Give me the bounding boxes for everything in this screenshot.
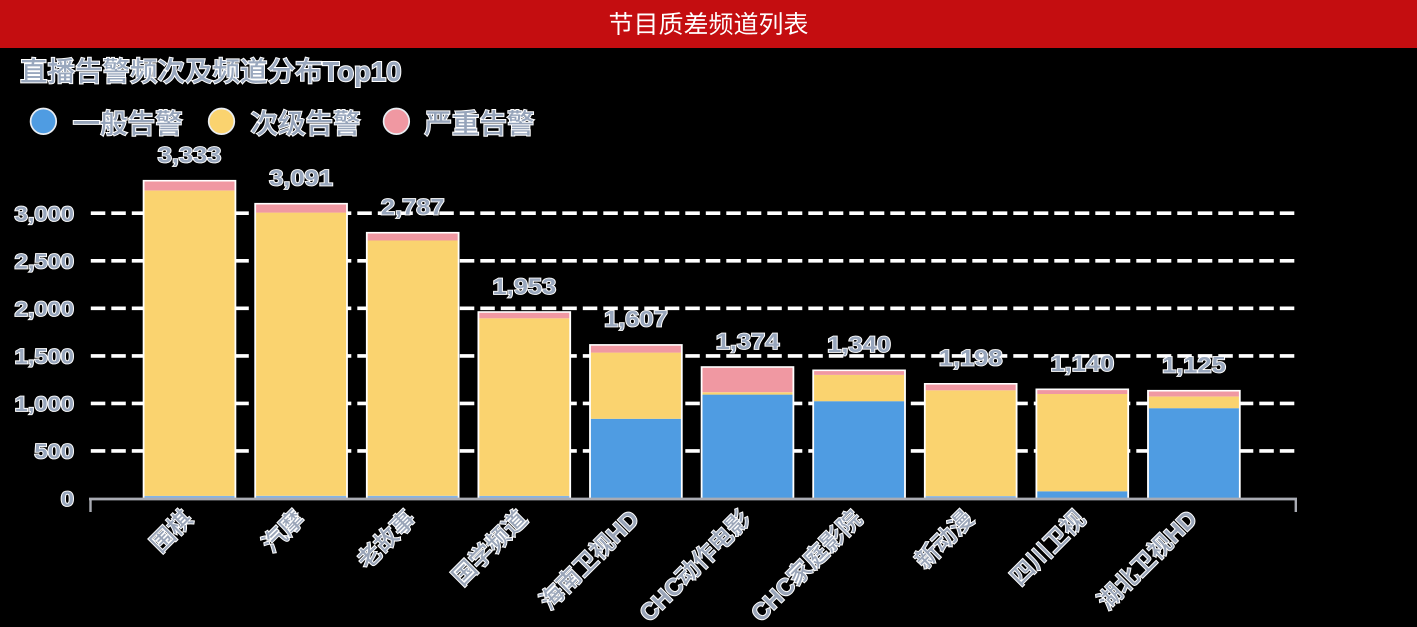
svg-text:1,607: 1,607 [604, 307, 668, 332]
svg-text:1,607: 1,607 [604, 307, 668, 332]
svg-text:1,140: 1,140 [1050, 351, 1114, 376]
svg-text:1,140: 1,140 [1050, 351, 1114, 376]
svg-text:500: 500 [34, 440, 74, 463]
svg-text:500: 500 [34, 440, 74, 463]
svg-text:Top10: Top10 [323, 56, 402, 87]
svg-text:3,091: 3,091 [269, 166, 333, 191]
svg-text:1,340: 1,340 [827, 332, 891, 357]
svg-text:1,198: 1,198 [939, 346, 1003, 371]
svg-text:1,953: 1,953 [492, 274, 556, 299]
svg-text:1,374: 1,374 [716, 329, 780, 354]
svg-text:2,787: 2,787 [381, 195, 445, 220]
svg-text:1,500: 1,500 [15, 345, 74, 368]
svg-text:1,000: 1,000 [15, 392, 74, 415]
svg-text:3,000: 3,000 [15, 202, 74, 225]
svg-text:2,787: 2,787 [381, 195, 445, 220]
svg-text:1,198: 1,198 [939, 346, 1003, 371]
svg-text:1,500: 1,500 [15, 345, 74, 368]
svg-text:3,091: 3,091 [269, 166, 333, 191]
svg-text:0: 0 [61, 487, 74, 510]
svg-text:3,333: 3,333 [158, 143, 222, 168]
svg-text:1,000: 1,000 [15, 392, 74, 415]
svg-text:1,374: 1,374 [716, 329, 780, 354]
svg-text:1,125: 1,125 [1162, 353, 1226, 378]
svg-text:2,000: 2,000 [15, 297, 74, 320]
svg-text:Top10: Top10 [323, 56, 402, 87]
svg-text:2,000: 2,000 [15, 297, 74, 320]
svg-text:1,125: 1,125 [1162, 353, 1226, 378]
svg-text:1,340: 1,340 [827, 332, 891, 357]
svg-text:0: 0 [61, 487, 74, 510]
svg-text:3,000: 3,000 [15, 202, 74, 225]
svg-text:3,333: 3,333 [158, 143, 222, 168]
svg-text:1,953: 1,953 [492, 274, 556, 299]
svg-text:2,500: 2,500 [15, 250, 74, 273]
svg-text:2,500: 2,500 [15, 250, 74, 273]
